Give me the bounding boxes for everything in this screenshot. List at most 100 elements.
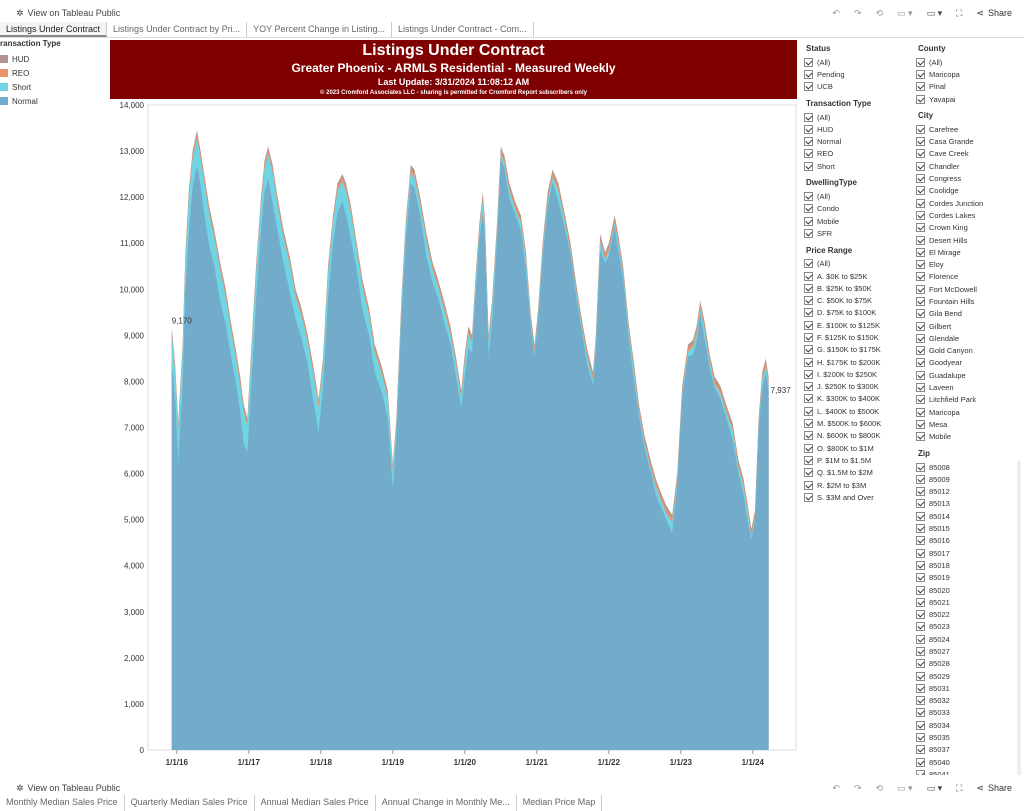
filter-option[interactable]: Laveen (916, 381, 1021, 393)
checkbox[interactable] (804, 82, 813, 92)
filter-option[interactable]: 85037 (916, 744, 1021, 756)
filter-option[interactable]: I. $200K to $250K (804, 368, 914, 380)
filter-option[interactable]: E. $100K to $125K (804, 319, 914, 331)
filter-option[interactable]: Fountain Hills (916, 295, 1021, 307)
legend-item-hud[interactable]: HUD (0, 52, 108, 66)
checkbox[interactable] (916, 432, 925, 442)
filter-option[interactable]: F. $125K to $150K (804, 331, 914, 343)
filter-option[interactable]: R. $2M to $3M (804, 479, 914, 491)
checkbox[interactable] (804, 455, 813, 465)
checkbox[interactable] (916, 407, 925, 417)
filter-option[interactable]: Mobile (804, 215, 914, 227)
filter-option[interactable]: M. $500K to $600K (804, 417, 914, 429)
checkbox[interactable] (916, 161, 925, 171)
checkbox[interactable] (916, 235, 925, 245)
filter-option[interactable]: 85014 (916, 510, 1021, 522)
checkbox[interactable] (804, 149, 813, 159)
legend-item-normal[interactable]: Normal (0, 94, 108, 108)
checkbox[interactable] (916, 124, 925, 134)
checkbox[interactable] (916, 659, 925, 669)
checkbox[interactable] (916, 757, 925, 767)
legend-item-reo[interactable]: REO (0, 66, 108, 80)
filter-option[interactable]: 85028 (916, 658, 1021, 670)
filter-option[interactable]: Mesa (916, 418, 1021, 430)
checkbox[interactable] (916, 499, 925, 509)
checkbox[interactable] (804, 332, 813, 342)
filter-option[interactable]: (All) (916, 56, 1021, 68)
filter-option[interactable]: Chandler (916, 160, 1021, 172)
checkbox[interactable] (916, 511, 925, 521)
view-on-tableau-button-bottom[interactable]: ✲ View on Tableau Public (16, 783, 120, 794)
area-chart[interactable]: 0 1,000 2,000 3,000 4,000 5,000 6,000 7,000 8,00… (110, 99, 797, 772)
checkbox[interactable] (804, 468, 813, 478)
filter-option[interactable]: (All) (804, 56, 914, 68)
scrollbar[interactable] (1017, 460, 1021, 775)
checkbox[interactable] (916, 82, 925, 92)
filter-option[interactable]: S. $3M and Over (804, 491, 914, 503)
filter-option[interactable]: Pending (804, 68, 914, 80)
checkbox[interactable] (916, 284, 925, 294)
filter-option[interactable]: 85041 (916, 768, 1021, 775)
checkbox[interactable] (804, 69, 813, 79)
filter-option[interactable]: Litchfield Park (916, 394, 1021, 406)
filter-option[interactable]: 85016 (916, 535, 1021, 547)
checkbox[interactable] (916, 346, 925, 356)
redo-icon[interactable]: ↷ (853, 7, 862, 18)
filter-option[interactable]: N. $600K to $800K (804, 430, 914, 442)
filter-option[interactable]: 85031 (916, 682, 1021, 694)
checkbox[interactable] (916, 708, 925, 718)
tab-listings-under-contract-com[interactable]: Listings Under Contract - Com... (392, 22, 534, 37)
checkbox[interactable] (916, 524, 925, 534)
checkbox[interactable] (804, 369, 813, 379)
checkbox[interactable] (916, 198, 925, 208)
checkbox[interactable] (916, 573, 925, 583)
filter-option[interactable]: 85032 (916, 695, 1021, 707)
tab-monthly-median-sales-price[interactable]: Monthly Median Sales Price (0, 795, 125, 811)
checkbox[interactable] (804, 443, 813, 453)
checkbox[interactable] (804, 480, 813, 490)
checkbox[interactable] (916, 536, 925, 546)
checkbox[interactable] (804, 216, 813, 226)
filter-option[interactable]: G. $150K to $175K (804, 344, 914, 356)
filter-option[interactable]: UCB (804, 81, 914, 93)
filter-option[interactable]: P. $1M to $1.5M (804, 454, 914, 466)
filter-option[interactable]: Coolidge (916, 185, 1021, 197)
filter-option[interactable]: Q. $1.5M to $2M (804, 467, 914, 479)
filter-option[interactable]: O. $800K to $1M (804, 442, 914, 454)
device-preview-icon[interactable]: ▭ ▾ (926, 782, 943, 793)
checkbox[interactable] (804, 137, 813, 147)
filter-option[interactable]: Glendale (916, 332, 1021, 344)
checkbox[interactable] (804, 431, 813, 441)
filter-option[interactable]: Pinal (916, 81, 1021, 93)
device-preview-icon[interactable]: ▭ ▾ (926, 7, 943, 18)
checkbox[interactable] (916, 272, 925, 282)
checkbox[interactable] (916, 210, 925, 220)
checkbox[interactable] (916, 634, 925, 644)
filter-option[interactable]: Guadalupe (916, 369, 1021, 381)
checkbox[interactable] (916, 560, 925, 570)
checkbox[interactable] (916, 622, 925, 632)
filter-option[interactable]: 85015 (916, 522, 1021, 534)
filter-option[interactable]: C. $50K to $75K (804, 294, 914, 306)
filter-option[interactable]: 85033 (916, 707, 1021, 719)
filter-option[interactable]: 85022 (916, 608, 1021, 620)
filter-option[interactable]: 85017 (916, 547, 1021, 559)
redo-icon[interactable]: ↷ (853, 782, 862, 793)
checkbox[interactable] (916, 149, 925, 159)
checkbox[interactable] (916, 174, 925, 184)
filter-option[interactable]: Goodyear (916, 357, 1021, 369)
checkbox[interactable] (804, 320, 813, 330)
checkbox[interactable] (916, 683, 925, 693)
filter-option[interactable]: Maricopa (916, 68, 1021, 80)
filter-option[interactable]: 85008 (916, 461, 1021, 473)
checkbox[interactable] (804, 357, 813, 367)
filter-option[interactable]: Florence (916, 271, 1021, 283)
checkbox[interactable] (804, 382, 813, 392)
revert-icon[interactable]: ⟲ (875, 782, 884, 793)
filter-option[interactable]: 85035 (916, 731, 1021, 743)
filter-option[interactable]: 85021 (916, 596, 1021, 608)
checkbox[interactable] (916, 720, 925, 730)
filter-option[interactable]: SFR (804, 227, 914, 239)
pause-icon[interactable]: ▭ ▾ (897, 7, 913, 18)
filter-option[interactable]: Fort McDowell (916, 283, 1021, 295)
